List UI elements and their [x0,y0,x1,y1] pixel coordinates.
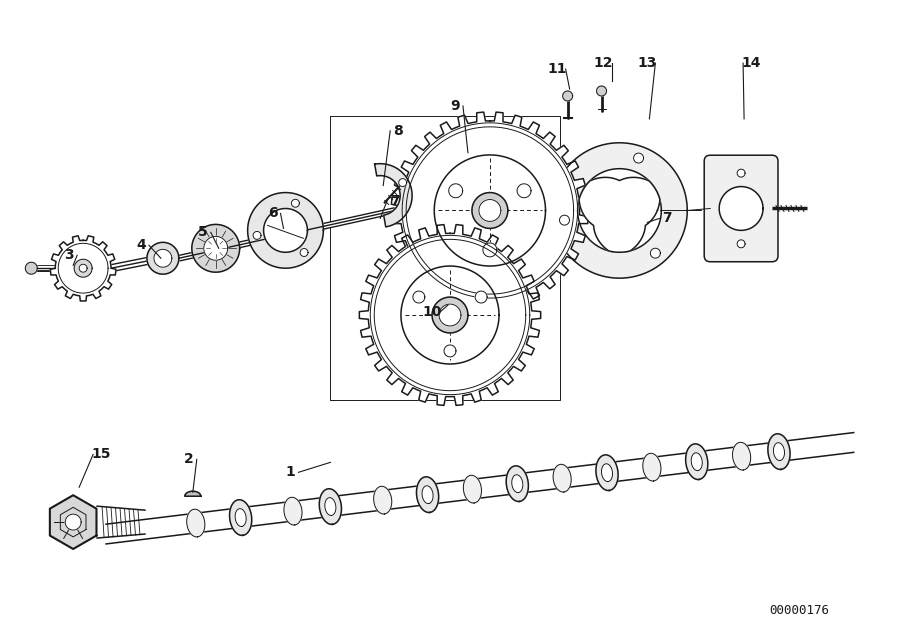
Polygon shape [651,248,661,258]
Polygon shape [464,475,482,503]
Text: 00000176: 00000176 [769,605,829,617]
Polygon shape [773,443,785,460]
Polygon shape [691,453,702,471]
Polygon shape [422,486,433,504]
Polygon shape [401,266,499,364]
Text: 12: 12 [594,56,613,70]
Polygon shape [719,187,763,231]
Polygon shape [292,199,300,207]
Polygon shape [578,169,662,252]
Polygon shape [392,112,589,309]
Polygon shape [79,264,87,272]
Polygon shape [184,491,201,496]
Text: 6: 6 [267,206,277,220]
Polygon shape [737,240,745,248]
Text: 7: 7 [662,211,672,225]
Polygon shape [597,86,607,96]
Polygon shape [65,514,81,530]
Text: 8: 8 [393,124,403,138]
Text: 14: 14 [742,56,760,70]
Polygon shape [370,236,530,395]
Text: 9: 9 [450,99,460,113]
Polygon shape [359,225,541,405]
Polygon shape [402,123,578,298]
Polygon shape [25,262,37,274]
Text: 5: 5 [198,225,208,239]
Polygon shape [518,184,531,197]
Polygon shape [147,243,179,274]
Polygon shape [50,495,96,549]
Text: 15: 15 [91,448,111,462]
Polygon shape [230,500,252,535]
Polygon shape [554,464,572,492]
Text: 13: 13 [638,56,657,70]
Polygon shape [552,143,688,278]
Polygon shape [74,259,92,277]
Polygon shape [596,455,618,490]
Polygon shape [506,466,528,502]
Polygon shape [413,291,425,303]
Polygon shape [432,297,468,333]
Polygon shape [449,184,463,197]
Polygon shape [284,497,302,525]
Polygon shape [325,498,336,516]
Polygon shape [444,345,456,357]
Polygon shape [253,231,261,239]
Text: 3: 3 [65,248,74,262]
Polygon shape [562,91,572,101]
Polygon shape [374,164,412,227]
Polygon shape [579,177,660,252]
FancyBboxPatch shape [704,155,778,262]
Polygon shape [300,248,308,257]
Polygon shape [643,453,661,481]
Polygon shape [768,434,790,469]
Polygon shape [374,486,392,514]
Polygon shape [186,509,205,537]
Text: 11: 11 [548,62,567,76]
Polygon shape [435,155,545,266]
Polygon shape [399,178,407,187]
Polygon shape [417,477,438,512]
Text: 4: 4 [136,238,146,252]
Polygon shape [483,243,497,257]
Polygon shape [512,475,523,493]
Polygon shape [203,236,228,260]
Polygon shape [264,208,308,252]
Polygon shape [560,215,570,225]
Polygon shape [479,199,500,222]
Polygon shape [475,291,487,303]
Polygon shape [472,192,508,229]
Polygon shape [248,192,323,268]
Polygon shape [406,127,573,294]
Polygon shape [439,304,461,326]
Polygon shape [737,169,745,177]
Polygon shape [634,153,643,163]
Polygon shape [50,236,116,301]
Text: 2: 2 [184,452,194,466]
Text: 10: 10 [422,305,442,319]
Polygon shape [601,464,613,481]
Polygon shape [733,443,751,470]
Polygon shape [192,224,239,272]
Polygon shape [154,250,172,267]
Polygon shape [686,444,707,479]
Polygon shape [374,239,526,391]
Text: 1: 1 [285,465,295,479]
Text: 7: 7 [391,194,400,208]
Polygon shape [320,489,341,525]
Polygon shape [235,509,247,526]
Polygon shape [58,243,108,293]
